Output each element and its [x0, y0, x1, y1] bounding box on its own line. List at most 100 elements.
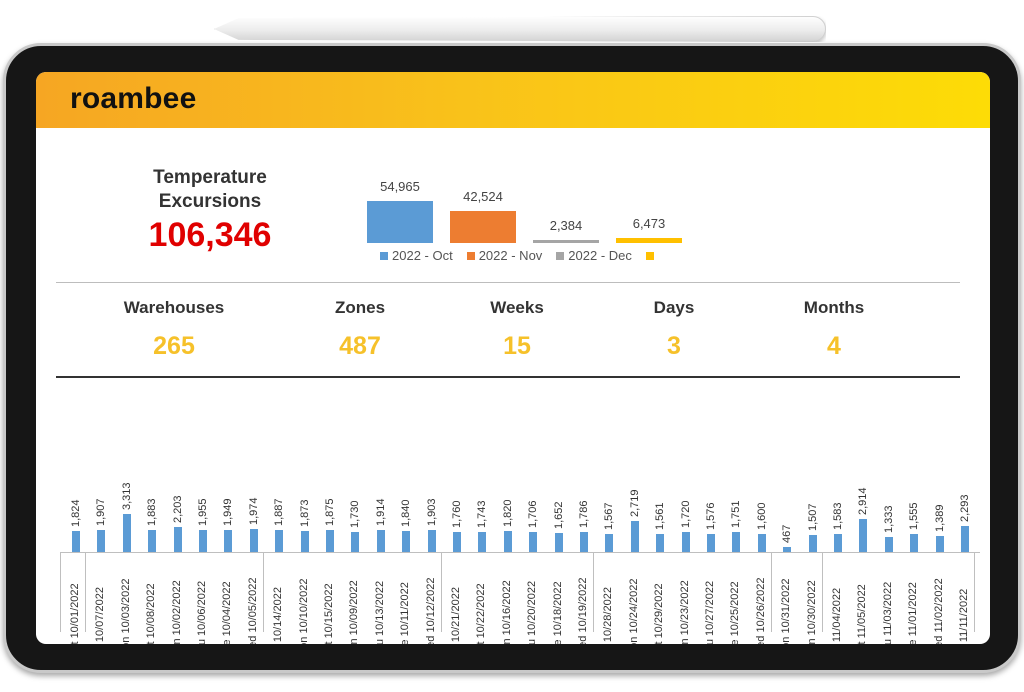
category-label: Fri 11/04/2022 — [831, 587, 843, 644]
data-value-label: 1,333 — [882, 505, 895, 533]
data-bar — [326, 530, 334, 552]
category-label: Fri 11/11/2022 — [958, 588, 970, 644]
legend-swatch-dec — [556, 251, 565, 260]
data-value-label: 1,652 — [552, 501, 565, 529]
data-bar — [732, 532, 741, 552]
data-value-label: 1,555 — [908, 502, 921, 530]
category-label: Tue 11/01/2022 — [907, 582, 920, 644]
daily-excursions-chart: 1,824 Sat 10/01/2022 1,907 Fri 10/07/2022 3,… — [56, 392, 984, 644]
legend-swatch-nov — [466, 251, 475, 260]
data-bar — [478, 532, 487, 552]
data-bar — [630, 521, 639, 552]
category-label: Thu 10/06/2022 — [196, 580, 208, 644]
week-separator — [593, 552, 595, 632]
data-value-label: 1,720 — [679, 500, 692, 528]
stat-value: 15 — [503, 332, 531, 360]
data-bar — [376, 530, 385, 552]
category-label: Wed 11/02/2022 — [932, 578, 945, 644]
week-separator — [771, 552, 773, 632]
category-label: Sun 10/30/2022 — [805, 580, 818, 644]
monthly-summary-value-label: 2,384 — [549, 218, 583, 233]
section-divider-bottom — [56, 376, 960, 378]
dashboard-screen: roambee Temperature Excursions 106,346 5… — [36, 72, 990, 644]
data-value-label: 1,903 — [425, 498, 438, 526]
stat-months: Months 4 — [754, 298, 914, 361]
data-bar — [605, 534, 614, 552]
week-separator — [263, 552, 265, 632]
data-value-label: 1,875 — [324, 498, 336, 526]
data-value-label: 1,567 — [603, 502, 616, 530]
data-value-label: 1,600 — [755, 502, 768, 530]
category-label: Tue 10/04/2022 — [221, 581, 234, 644]
monthly-summary-value-label: 42,524 — [463, 189, 503, 204]
data-value-label: 1,760 — [451, 500, 463, 528]
legend-item-oct: 2022 - Oct — [380, 248, 453, 263]
data-bar — [275, 530, 284, 552]
legend-swatch-unlabeled — [645, 251, 654, 260]
data-bar — [351, 532, 360, 552]
data-value-label: 1,955 — [197, 498, 209, 526]
stat-zones: Zones 487 — [280, 298, 440, 361]
data-bar — [961, 526, 969, 552]
data-value-label: 1,576 — [705, 502, 717, 530]
data-bar — [249, 529, 258, 552]
data-value-label: 1,583 — [832, 502, 844, 530]
legend-label-dec: 2022 - Dec — [568, 248, 632, 263]
monthly-summary-chart: 54,965 42,524 2,384 6,473 — [356, 168, 706, 272]
data-bar — [757, 534, 766, 552]
data-bar — [427, 530, 436, 552]
data-value-label: 1,974 — [247, 497, 260, 525]
header-bar: roambee — [36, 72, 990, 128]
data-value-label: 1,887 — [273, 498, 286, 526]
data-value-label: 2,203 — [171, 495, 184, 523]
data-bar — [173, 527, 182, 552]
data-value-label: 1,914 — [374, 498, 387, 526]
data-bar — [148, 530, 157, 552]
data-bar — [681, 532, 690, 552]
week-separator — [974, 552, 976, 632]
stat-label: Zones — [334, 298, 386, 317]
category-label: Sat 10/22/2022 — [475, 583, 488, 644]
data-value-label: 1,949 — [222, 498, 235, 526]
category-label: Tue 10/18/2022 — [551, 581, 564, 644]
data-bar — [453, 532, 461, 552]
data-value-label: 1,824 — [70, 499, 82, 527]
data-bar — [402, 531, 411, 552]
kpi-title: Temperature Excursions — [153, 167, 267, 212]
data-bar — [554, 533, 563, 552]
data-value-label: 1,820 — [501, 499, 514, 527]
legend-item-unlabeled — [645, 248, 654, 263]
legend-swatch-oct — [380, 251, 388, 260]
category-label: Fri 10/21/2022 — [450, 587, 462, 644]
stat-warehouses: Warehouses 265 — [94, 298, 254, 361]
category-label: Sun 10/23/2022 — [678, 580, 691, 644]
data-value-label: 1,840 — [400, 499, 413, 527]
data-value-label: 1,730 — [349, 500, 362, 528]
stat-value: 4 — [827, 332, 841, 360]
week-separator — [60, 552, 61, 632]
category-label: Sat 10/15/2022 — [323, 583, 335, 644]
data-bar — [122, 514, 131, 552]
monthly-summary-value-label: 54,965 — [380, 179, 420, 194]
category-label: Wed 10/26/2022 — [754, 577, 767, 644]
category-label: Sat 10/08/2022 — [145, 583, 158, 644]
week-separator — [441, 552, 442, 632]
data-value-label: 2,293 — [959, 494, 971, 522]
data-value-label: 1,883 — [146, 498, 159, 526]
kpi-total-value: 106,346 — [148, 216, 272, 254]
data-bar — [935, 536, 944, 552]
data-value-label: 1,743 — [476, 500, 489, 528]
data-value-label: 1,389 — [933, 504, 946, 532]
category-label: Sat 11/05/2022 — [856, 584, 869, 644]
data-bar — [580, 532, 588, 552]
monthly-summary-bar — [533, 240, 599, 243]
category-label: Wed 10/19/2022 — [577, 577, 589, 644]
category-label: Mon 10/03/2022 — [119, 578, 132, 644]
data-bar — [808, 535, 817, 552]
data-bar — [707, 534, 715, 552]
monthly-summary-bar — [450, 211, 516, 243]
legend-item-dec: 2022 - Dec — [556, 248, 632, 263]
data-bar — [859, 519, 868, 552]
data-value-label: 1,561 — [654, 502, 667, 530]
stat-value: 487 — [339, 332, 381, 360]
